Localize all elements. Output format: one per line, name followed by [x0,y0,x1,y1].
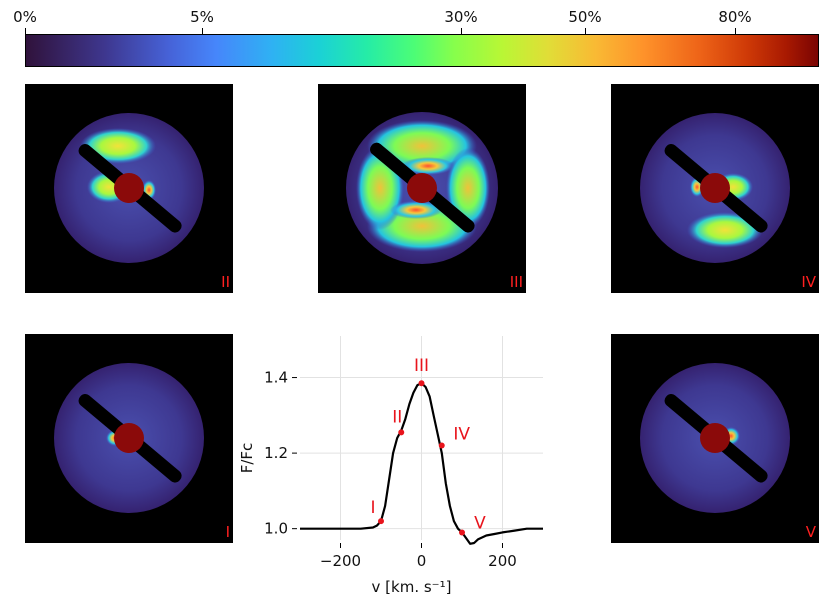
marker-label-i: I [370,498,375,518]
panel-label-i: I [225,523,230,541]
colorbar-tick-5 [202,28,203,34]
y-tick-label-0: 1.0 [264,520,288,538]
panel-v: V [611,334,819,543]
marker-point-iv [438,442,445,449]
panel-i: I [25,334,233,543]
y-tick-label-1: 1.2 [264,444,288,462]
colorbar-label-5: 5% [190,8,214,26]
colorbar-tick-80 [735,28,736,34]
colorbar-tick-50 [585,28,586,34]
marker-label-iv: IV [453,425,470,445]
colorbar-tick-30 [461,28,462,34]
disk-image-iii [346,112,498,264]
panel-iv: IV [611,84,819,293]
disk-image-v [640,363,790,513]
panel-label-iv: IV [801,273,816,291]
marker-point-i [378,518,384,525]
marker-label-ii: II [392,407,402,427]
disk-image-ii [54,113,204,263]
colorbar-label-80: 80% [718,8,752,26]
panel-iii: III [318,84,526,293]
marker-point-iii [418,380,425,387]
x-axis-label: v [km. s⁻¹] [372,578,452,596]
marker-label-v: V [474,513,486,533]
disk-image-iv [640,113,790,263]
colorbar-tick-0 [25,28,26,34]
panel-label-iii: III [509,273,523,291]
colorbar-label-0: 0% [13,8,37,26]
panel-label-v: V [805,523,816,541]
x-tick-label-0: −200 [320,552,361,570]
series-line-0 [300,382,543,545]
marker-point-v [459,529,465,536]
y-tick-label-2: 1.4 [264,369,288,387]
panel-label-ii: II [221,273,230,291]
colorbar-label-30: 30% [444,8,478,26]
x-tick-label-2: 200 [488,552,517,570]
x-tick-label-1: 0 [417,552,427,570]
disk-image-i [54,363,204,513]
marker-label-iii: III [414,356,429,376]
marker-point-ii [398,429,405,436]
panel-ii: II [25,84,233,293]
colorbar [25,34,819,67]
colorbar-label-50: 50% [568,8,602,26]
y-axis-label: F/Fc [238,443,256,474]
